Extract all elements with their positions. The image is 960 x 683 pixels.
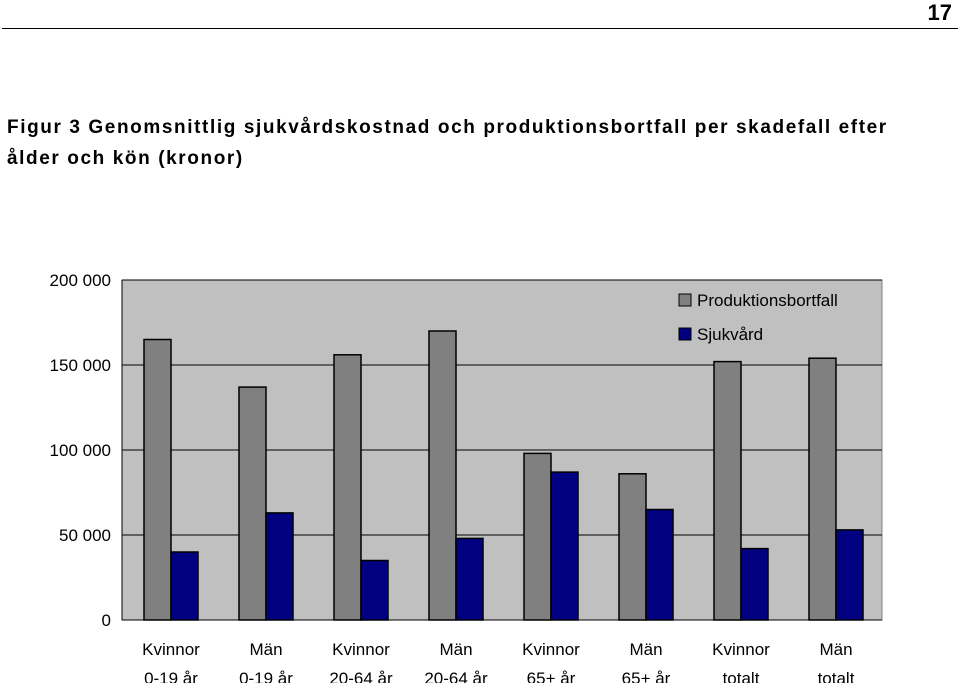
category-label-age: totalt <box>723 669 760 683</box>
bar-produktionsbortfall-5 <box>618 473 647 621</box>
category-label-age: 65+ år <box>622 669 671 683</box>
legend-swatch <box>678 327 692 341</box>
bar-sjukv-rd-1 <box>265 512 294 621</box>
category-label-age: 20-64 år <box>329 669 393 683</box>
category-label-group: Män <box>249 640 282 659</box>
legend-swatch <box>678 293 692 307</box>
bar-produktionsbortfall-3 <box>428 330 457 621</box>
bar-sjukv-rd-4 <box>550 471 579 621</box>
bar-sjukv-rd-7 <box>835 529 864 621</box>
bar-sjukv-rd-3 <box>455 537 484 621</box>
bar-produktionsbortfall-7 <box>808 357 837 621</box>
category-label-age: totalt <box>818 669 855 683</box>
category-label-group: Kvinnor <box>522 640 580 659</box>
category-label-group: Män <box>439 640 472 659</box>
category-label-age: 20-64 år <box>424 669 488 683</box>
legend-label: Sjukvård <box>697 325 763 344</box>
bar-produktionsbortfall-1 <box>238 386 267 621</box>
bar-sjukv-rd-5 <box>645 508 674 621</box>
category-label-group: Kvinnor <box>332 640 390 659</box>
y-tick-label: 200 000 <box>50 271 111 290</box>
figure-title: Figur 3 Genomsnittlig sjukvårdskostnad o… <box>7 117 888 169</box>
category-label-age: 0-19 år <box>144 669 198 683</box>
header-rule <box>2 28 958 29</box>
page-number: 17 <box>927 0 952 25</box>
category-label-age: 0-19 år <box>239 669 293 683</box>
bar-produktionsbortfall-2 <box>333 354 362 621</box>
category-label-group: Kvinnor <box>712 640 770 659</box>
bar-produktionsbortfall-6 <box>713 360 742 621</box>
y-tick-label: 50 000 <box>59 526 111 545</box>
bar-produktionsbortfall-0 <box>143 338 172 621</box>
bar-sjukv-rd-2 <box>360 559 389 621</box>
bar-produktionsbortfall-4 <box>523 452 552 621</box>
y-tick-label: 150 000 <box>50 356 111 375</box>
y-tick-label: 100 000 <box>50 441 111 460</box>
category-label-age: 65+ år <box>527 669 576 683</box>
legend-label: Produktionsbortfall <box>697 291 838 310</box>
category-label-group: Kvinnor <box>142 640 200 659</box>
category-label-group: Män <box>629 640 662 659</box>
bar-sjukv-rd-6 <box>740 547 769 621</box>
bar-sjukv-rd-0 <box>170 551 199 621</box>
category-label-group: Män <box>819 640 852 659</box>
y-tick-label: 0 <box>102 611 111 630</box>
